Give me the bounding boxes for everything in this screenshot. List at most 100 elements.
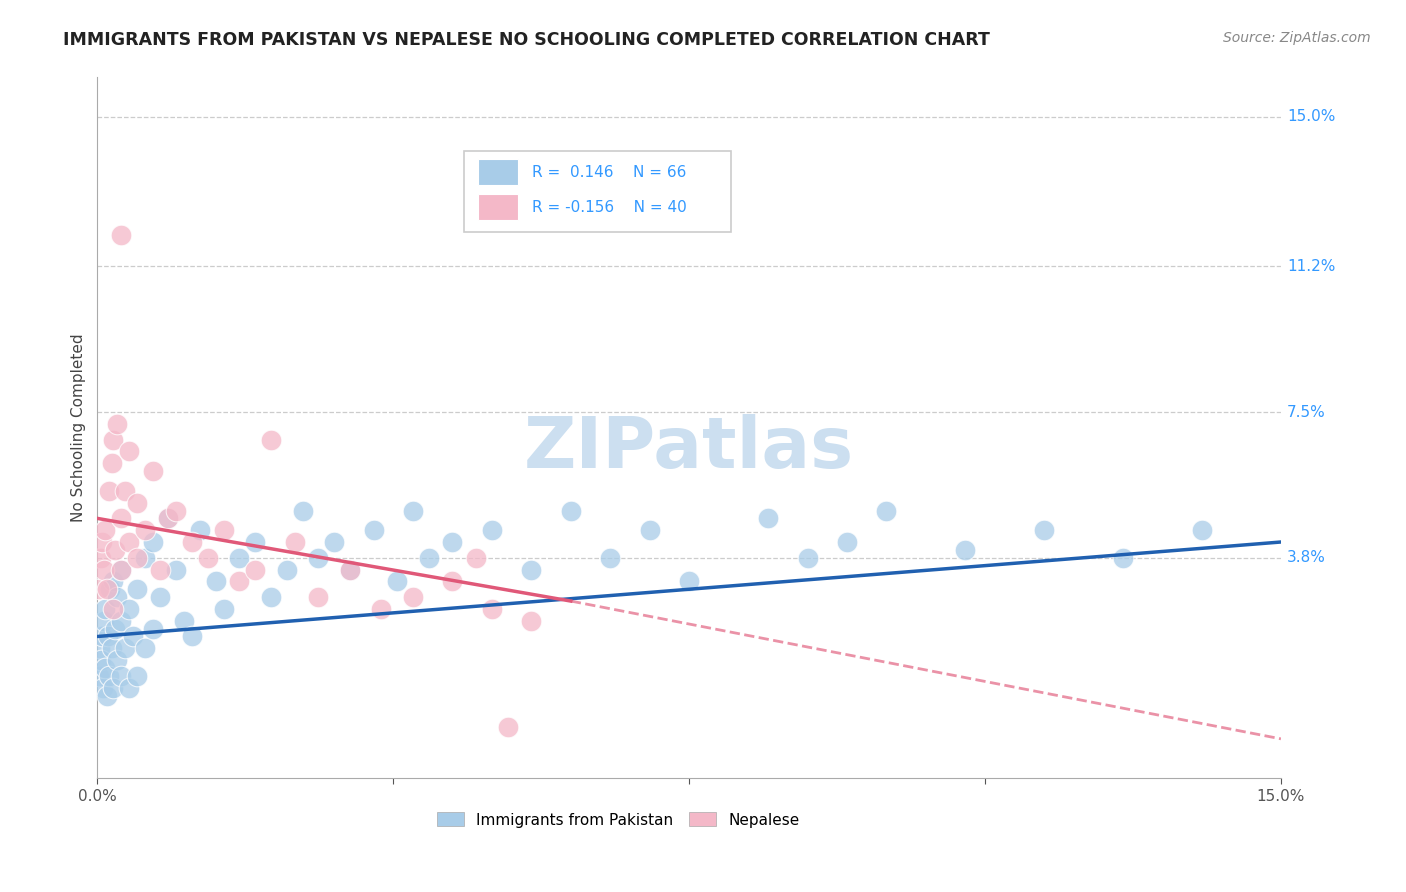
Point (105, 590, 128, 604)
Point (101, 574, 124, 589)
Point (110, 563, 132, 577)
Point (118, 681, 141, 695)
Point (835, 535, 858, 549)
Point (98, 669, 121, 683)
Point (181, 535, 204, 549)
Point (157, 511, 180, 525)
Point (91, 681, 114, 695)
Point (157, 511, 180, 525)
Point (104, 622, 127, 636)
Point (1112, 550, 1135, 565)
Text: 3.8%: 3.8% (1286, 550, 1326, 566)
Point (110, 227, 132, 242)
Text: 11.2%: 11.2% (1286, 259, 1336, 274)
Point (875, 503, 897, 517)
Point (134, 523, 156, 537)
FancyBboxPatch shape (478, 194, 517, 220)
Point (96, 689, 118, 703)
Point (228, 574, 250, 589)
Point (105, 417, 128, 431)
Point (118, 535, 141, 549)
Point (96, 582, 118, 597)
Point (89, 550, 111, 565)
Point (87, 669, 110, 683)
Text: R =  0.146    N = 66: R = 0.146 N = 66 (531, 164, 686, 179)
Point (134, 550, 156, 565)
Point (110, 614, 132, 628)
Point (212, 523, 235, 537)
Point (94, 661, 117, 675)
Point (165, 503, 187, 517)
FancyBboxPatch shape (478, 159, 517, 186)
Point (363, 523, 385, 537)
Point (149, 563, 172, 577)
Point (87, 582, 110, 597)
Point (114, 641, 136, 656)
Point (173, 614, 195, 628)
Point (197, 550, 219, 565)
Point (94, 602, 117, 616)
Point (100, 641, 122, 656)
Point (118, 444, 141, 458)
Point (93, 614, 115, 628)
Point (93, 563, 115, 577)
Point (307, 590, 329, 604)
Text: Source: ZipAtlas.com: Source: ZipAtlas.com (1223, 31, 1371, 45)
Point (98, 483, 121, 498)
Point (114, 483, 136, 498)
Point (756, 511, 779, 525)
Point (100, 456, 122, 470)
Point (520, 614, 543, 628)
Point (125, 582, 148, 597)
Point (125, 669, 148, 683)
Point (496, 720, 519, 734)
Point (243, 535, 266, 549)
Text: R = -0.156    N = 40: R = -0.156 N = 40 (531, 200, 686, 215)
Point (638, 523, 661, 537)
Point (118, 602, 141, 616)
Point (402, 503, 425, 517)
Point (402, 590, 425, 604)
Point (101, 433, 124, 447)
Point (796, 550, 818, 565)
Point (339, 563, 361, 577)
Point (465, 550, 488, 565)
Point (97, 630, 120, 644)
Point (142, 464, 165, 478)
Point (323, 535, 346, 549)
Point (181, 630, 204, 644)
Point (291, 503, 314, 517)
Point (212, 602, 235, 616)
Point (91, 535, 114, 549)
Point (134, 641, 156, 656)
Point (104, 542, 127, 557)
Point (520, 563, 543, 577)
Text: ZIPatlas: ZIPatlas (524, 415, 855, 483)
Point (228, 550, 250, 565)
Point (441, 574, 464, 589)
Point (339, 563, 361, 577)
Point (101, 681, 124, 695)
Point (370, 602, 392, 616)
Point (89, 641, 111, 656)
Point (385, 574, 408, 589)
Point (599, 550, 621, 565)
Point (276, 563, 298, 577)
Point (90, 653, 112, 667)
Point (243, 563, 266, 577)
Point (1033, 523, 1056, 537)
Text: 7.5%: 7.5% (1286, 405, 1326, 419)
Point (481, 602, 503, 616)
Point (98, 582, 121, 597)
Point (307, 550, 329, 565)
Point (284, 535, 307, 549)
Point (678, 574, 700, 589)
Point (142, 622, 165, 636)
Point (110, 563, 132, 577)
Point (94, 523, 117, 537)
Text: IMMIGRANTS FROM PAKISTAN VS NEPALESE NO SCHOOLING COMPLETED CORRELATION CHART: IMMIGRANTS FROM PAKISTAN VS NEPALESE NO … (63, 31, 990, 49)
Point (441, 535, 464, 549)
Point (955, 542, 977, 557)
FancyBboxPatch shape (464, 151, 731, 232)
Point (125, 550, 148, 565)
